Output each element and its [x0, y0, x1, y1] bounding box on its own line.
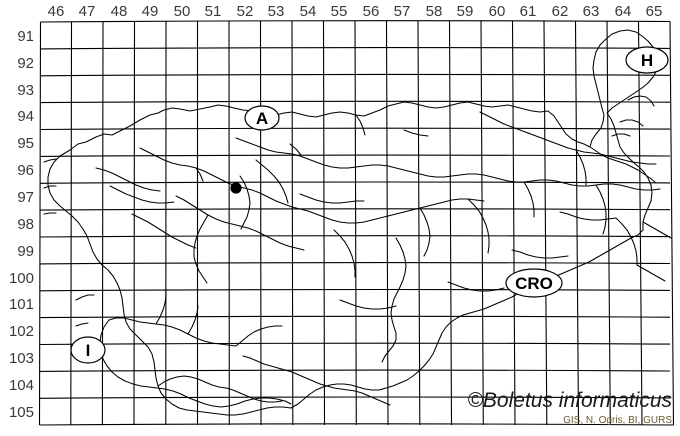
y-axis-tick-label: 96: [17, 162, 34, 179]
x-axis-tick-label: 59: [457, 3, 474, 20]
x-axis-tick-label: 53: [268, 3, 285, 20]
credit-label: GIS, N. Ogris, BI, GURS: [563, 415, 672, 426]
country-label-austria: A: [244, 105, 280, 131]
x-axis-tick-label: 55: [331, 3, 348, 20]
country-label-text: I: [86, 341, 91, 360]
y-axis-tick-label: 104: [9, 377, 34, 394]
x-axis-tick-label: 51: [205, 3, 222, 20]
country-label-croatia: CRO: [505, 268, 563, 298]
country-label-text: CRO: [515, 274, 553, 293]
x-axis-tick-label: 61: [520, 3, 537, 20]
x-axis-tick-label: 62: [552, 3, 569, 20]
x-axis-tick-label: 56: [363, 3, 380, 20]
occurrence-record-dot[interactable]: [230, 182, 242, 194]
x-axis-tick-label: 57: [394, 3, 411, 20]
country-label-ellipse: [70, 336, 106, 364]
x-axis-labels: 46 47 48 49 50 51 52 53 54 55 56 57 58 5…: [48, 3, 663, 20]
x-axis-tick-label: 50: [174, 3, 191, 20]
x-axis-tick-label: 64: [615, 3, 632, 20]
y-axis-tick-label: 97: [17, 189, 34, 206]
x-axis-tick-label: 65: [646, 3, 663, 20]
y-axis-tick-label: 95: [17, 135, 34, 152]
occurrence-records: [230, 182, 242, 194]
x-axis-tick-label: 63: [583, 3, 600, 20]
y-axis-tick-label: 100: [9, 270, 34, 287]
x-axis-tick-label: 54: [300, 3, 317, 20]
y-axis-tick-label: 93: [17, 82, 34, 99]
y-axis-tick-label: 92: [17, 55, 34, 72]
y-axis-tick-label: 102: [9, 323, 34, 340]
x-axis-tick-label: 49: [142, 3, 159, 20]
x-axis-tick-label: 48: [111, 3, 128, 20]
country-label-italy: I: [70, 336, 106, 364]
y-axis-tick-label: 94: [17, 108, 34, 125]
country-label-ellipse: [625, 46, 669, 74]
x-axis-tick-label: 60: [489, 3, 506, 20]
country-label-hungary: H: [625, 46, 669, 74]
x-axis-tick-label: 52: [237, 3, 254, 20]
y-axis-tick-label: 99: [17, 243, 34, 260]
country-label-ellipse: [505, 268, 563, 298]
x-axis-tick-label: 46: [48, 3, 65, 20]
x-axis-tick-label: 47: [79, 3, 96, 20]
coordinate-grid: [38, 20, 675, 426]
x-axis-tick-label: 58: [426, 3, 443, 20]
map-outlines: [43, 29, 672, 416]
copyright-label: ©Boletus informaticus: [467, 389, 672, 412]
y-axis-tick-label: 98: [17, 216, 34, 233]
y-axis-tick-label: 105: [9, 404, 34, 421]
country-label-text: H: [641, 51, 653, 70]
country-label-text: A: [256, 109, 268, 128]
y-axis-tick-label: 91: [17, 28, 34, 45]
y-axis-tick-label: 103: [9, 350, 34, 367]
country-labels: A H CRO I: [70, 46, 669, 364]
y-axis-labels: 91 92 93 94 95 96 97 98 99 100 101 102 1…: [9, 28, 34, 421]
y-axis-tick-label: 101: [9, 296, 34, 313]
country-label-ellipse: [244, 105, 280, 131]
